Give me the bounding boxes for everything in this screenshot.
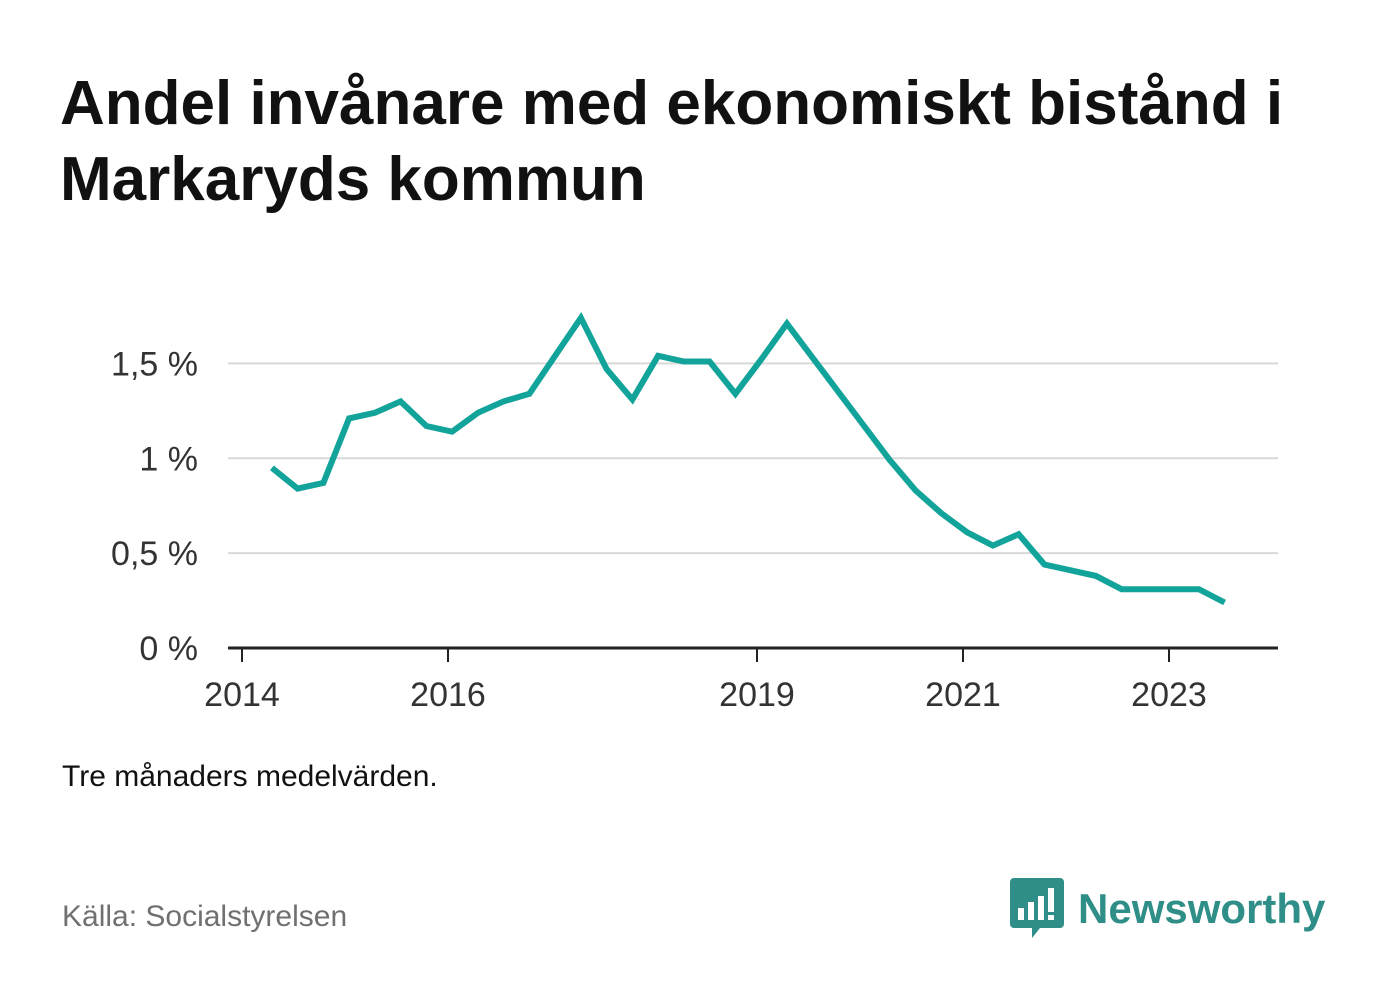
brand-name: Newsworthy bbox=[1078, 885, 1326, 932]
x-tick-label: 2021 bbox=[925, 676, 1001, 714]
chart-title: Andel invånare med ekonomiskt bistånd i … bbox=[60, 69, 1284, 214]
y-tick-label: 0 % bbox=[139, 630, 198, 668]
x-tick-label: 2023 bbox=[1131, 676, 1207, 714]
series-line bbox=[270, 311, 1226, 606]
newsworthy-logo-icon bbox=[1010, 878, 1064, 938]
source-label: Källa: Socialstyrelsen bbox=[62, 900, 348, 933]
brand-logo: Newsworthy bbox=[1010, 878, 1325, 940]
x-axis-ticks: 2014 2016 2019 2021 2023 bbox=[204, 648, 1207, 714]
gridlines bbox=[228, 362, 1278, 555]
x-tick-label: 2019 bbox=[719, 676, 795, 714]
y-axis-ticks: 0 % 0,5 % 1 % 1,5 % bbox=[111, 345, 198, 668]
series bbox=[270, 311, 1226, 606]
y-tick-label: 0,5 % bbox=[111, 535, 198, 573]
x-tick-label: 2016 bbox=[410, 676, 486, 714]
x-tick-label: 2014 bbox=[204, 676, 280, 714]
y-tick-label: 1 % bbox=[139, 440, 198, 478]
chart-note: Tre månaders medelvärden. bbox=[62, 760, 438, 793]
y-tick-label: 1,5 % bbox=[111, 345, 198, 383]
